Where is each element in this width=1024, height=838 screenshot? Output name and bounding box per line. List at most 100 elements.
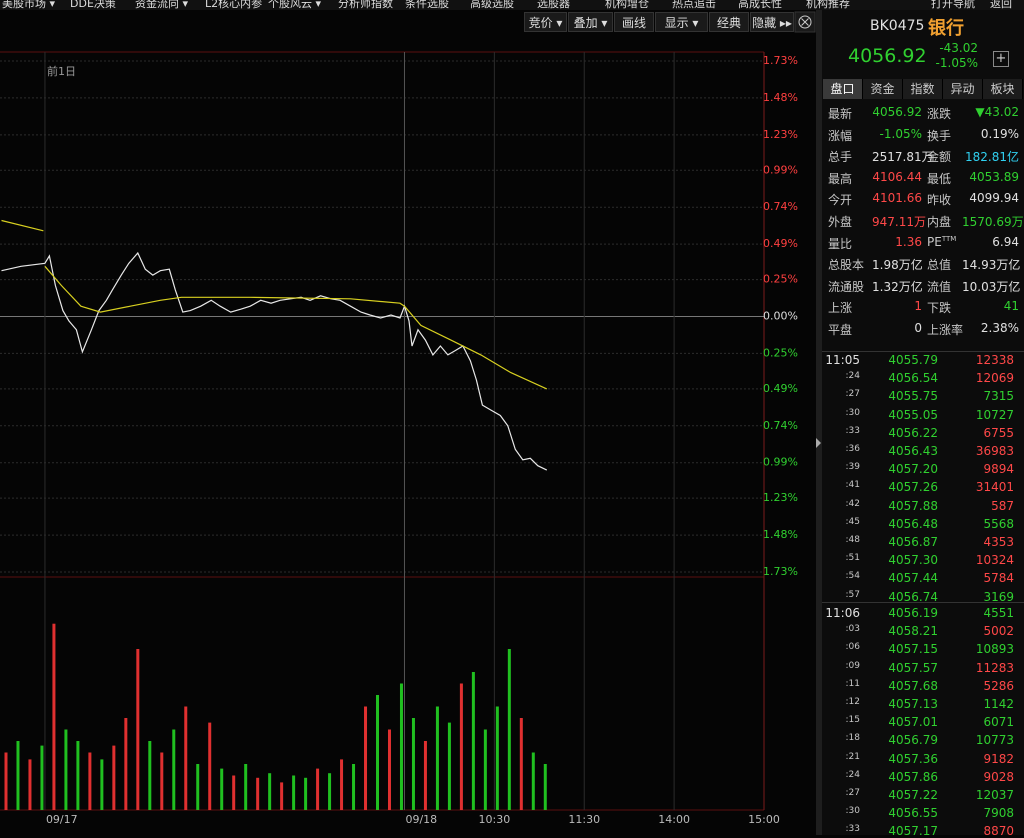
tick-price: 4057.88 bbox=[888, 498, 938, 513]
tick-time: :06 bbox=[845, 642, 860, 653]
quote-value: 41 bbox=[1003, 299, 1019, 314]
toolbar-button[interactable]: 叠加 ▾ bbox=[568, 12, 613, 32]
close-button[interactable] bbox=[794, 11, 816, 33]
pe-sup: TTM bbox=[941, 234, 957, 243]
volume-bar bbox=[304, 777, 308, 810]
menu-item[interactable]: 返回 bbox=[990, 0, 1012, 10]
tick-volume: 10727 bbox=[975, 407, 1014, 422]
tick-price: 4057.13 bbox=[888, 697, 938, 711]
quote-value: 14.93万亿 bbox=[962, 258, 1021, 273]
volume-bar bbox=[435, 706, 439, 810]
tick-price: 4057.01 bbox=[888, 715, 938, 730]
volume-bar bbox=[148, 741, 152, 810]
tick-time: :30 bbox=[845, 806, 860, 817]
menu-item[interactable]: 美股市场 ▾ bbox=[2, 0, 56, 10]
menu-item[interactable]: 机构推荐 bbox=[806, 0, 850, 10]
quote-value: 947.11万 bbox=[872, 215, 926, 229]
menu-item[interactable]: 个股风云 ▾ bbox=[268, 0, 322, 10]
tab[interactable]: 资金 bbox=[863, 79, 903, 99]
menu-item[interactable]: 打开导航 bbox=[931, 0, 975, 10]
y-tick-label: 0.99% bbox=[763, 163, 798, 176]
volume-bar bbox=[316, 768, 320, 810]
volume-bar bbox=[244, 764, 248, 810]
x-tick-label: 11:30 bbox=[568, 813, 600, 826]
quote-panel: BK0475 银行 4056.92 -43.02 -1.05% + 盘口 资金 指数… bbox=[822, 10, 1024, 838]
tab[interactable]: 板块 bbox=[983, 79, 1023, 99]
tick-time: :11 bbox=[845, 678, 860, 689]
splitter[interactable] bbox=[816, 10, 822, 835]
tab[interactable]: 指数 bbox=[903, 79, 943, 99]
menu-item[interactable]: 高成长性 bbox=[738, 0, 782, 10]
tab[interactable]: 盘口 bbox=[823, 79, 863, 99]
volume-bar bbox=[184, 706, 188, 810]
tick-time: 11:05 bbox=[825, 353, 860, 367]
quote-value: 4106.44 bbox=[872, 169, 922, 184]
x-tick-label: 09/18 bbox=[405, 813, 437, 826]
quote-value: 4053.89 bbox=[969, 169, 1019, 184]
quote-label: 总值 bbox=[927, 258, 952, 273]
menu-item[interactable]: 热点追击 bbox=[672, 0, 716, 10]
y-tick-label: 0.49% bbox=[763, 237, 798, 250]
y-tick-label: 0.25% bbox=[763, 273, 798, 286]
y-tick-label: 1.48% bbox=[763, 528, 798, 541]
volume-bar bbox=[376, 695, 380, 810]
volume-bar bbox=[483, 729, 487, 810]
tick-time: :54 bbox=[845, 571, 860, 582]
volume-bar bbox=[208, 722, 212, 810]
tick-volume: 10324 bbox=[975, 553, 1014, 568]
tick-price: 4057.17 bbox=[888, 824, 938, 838]
tab[interactable]: 异动 bbox=[943, 79, 983, 99]
quote-value: -1.05% bbox=[879, 126, 922, 141]
tick-price: 4056.54 bbox=[888, 371, 938, 386]
tick-volume: 12037 bbox=[975, 788, 1014, 802]
toolbar-button[interactable]: 经典 bbox=[709, 12, 749, 32]
quote-label: 上涨 bbox=[828, 301, 853, 316]
change: -43.02 bbox=[939, 41, 978, 55]
menu-item[interactable]: 资金流向 ▾ bbox=[135, 0, 189, 10]
tick-price: 4056.87 bbox=[888, 535, 938, 549]
quote-label: 下跌 bbox=[927, 301, 952, 316]
quote-value: 1.98万亿 bbox=[872, 258, 923, 273]
menu-item[interactable]: 分析师指数 bbox=[338, 0, 393, 10]
quote-label: 涨幅 bbox=[828, 128, 853, 143]
quote-label: 平盘 bbox=[828, 323, 853, 337]
menu-item[interactable]: 条件选股 bbox=[405, 0, 449, 10]
day-label: 前1日 bbox=[47, 64, 76, 78]
toolbar-button[interactable]: 画线 bbox=[614, 12, 654, 32]
volume-bar bbox=[28, 759, 32, 810]
tick-price: 4056.43 bbox=[888, 444, 938, 458]
tick-price: 4056.79 bbox=[888, 733, 938, 748]
volume-bar bbox=[4, 752, 8, 810]
quote-label: 今开 bbox=[828, 193, 853, 208]
quote-label: 金额 bbox=[927, 150, 952, 165]
y-tick-label: 0.00% bbox=[763, 310, 798, 323]
tick-time: :51 bbox=[845, 553, 860, 564]
add-button[interactable]: + bbox=[993, 51, 1009, 67]
tick-time: :24 bbox=[845, 371, 860, 382]
volume-bar bbox=[40, 745, 44, 810]
y-tick-label: 1.23% bbox=[763, 491, 798, 504]
toolbar-button[interactable]: 显示 ▾ bbox=[655, 12, 708, 32]
menu-item[interactable]: 机构增仓 bbox=[605, 0, 649, 10]
tick-volume: 9182 bbox=[983, 751, 1014, 766]
tick-volume: 12338 bbox=[975, 353, 1014, 367]
volume-bar bbox=[256, 777, 260, 810]
quote-label: 外盘 bbox=[828, 215, 853, 229]
toolbar-button[interactable]: 竞价 ▾ bbox=[524, 12, 567, 32]
tick-volume: 5286 bbox=[983, 678, 1014, 693]
menu-item[interactable]: DDE决策 bbox=[70, 0, 116, 10]
volume-bar bbox=[507, 649, 511, 810]
volume-bar bbox=[364, 706, 368, 810]
menu-item[interactable]: L2核心内参 bbox=[205, 0, 263, 10]
menu-item[interactable]: 高级选股 bbox=[470, 0, 514, 10]
tick-volume: 10893 bbox=[975, 642, 1014, 657]
volume-bar bbox=[100, 759, 104, 810]
volume-bar bbox=[76, 741, 80, 810]
chart-bg bbox=[0, 10, 816, 835]
tick-time: :03 bbox=[845, 624, 860, 635]
toolbar-button[interactable]: 隐藏 ▸▸ bbox=[750, 12, 794, 32]
volume-bar bbox=[172, 729, 176, 810]
tick-price: 4057.30 bbox=[888, 553, 938, 568]
menu-item[interactable]: 选股器 bbox=[537, 0, 570, 10]
tick-price: 4056.19 bbox=[888, 606, 938, 620]
